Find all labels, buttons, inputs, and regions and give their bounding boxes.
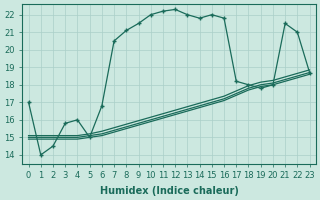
- X-axis label: Humidex (Indice chaleur): Humidex (Indice chaleur): [100, 186, 238, 196]
